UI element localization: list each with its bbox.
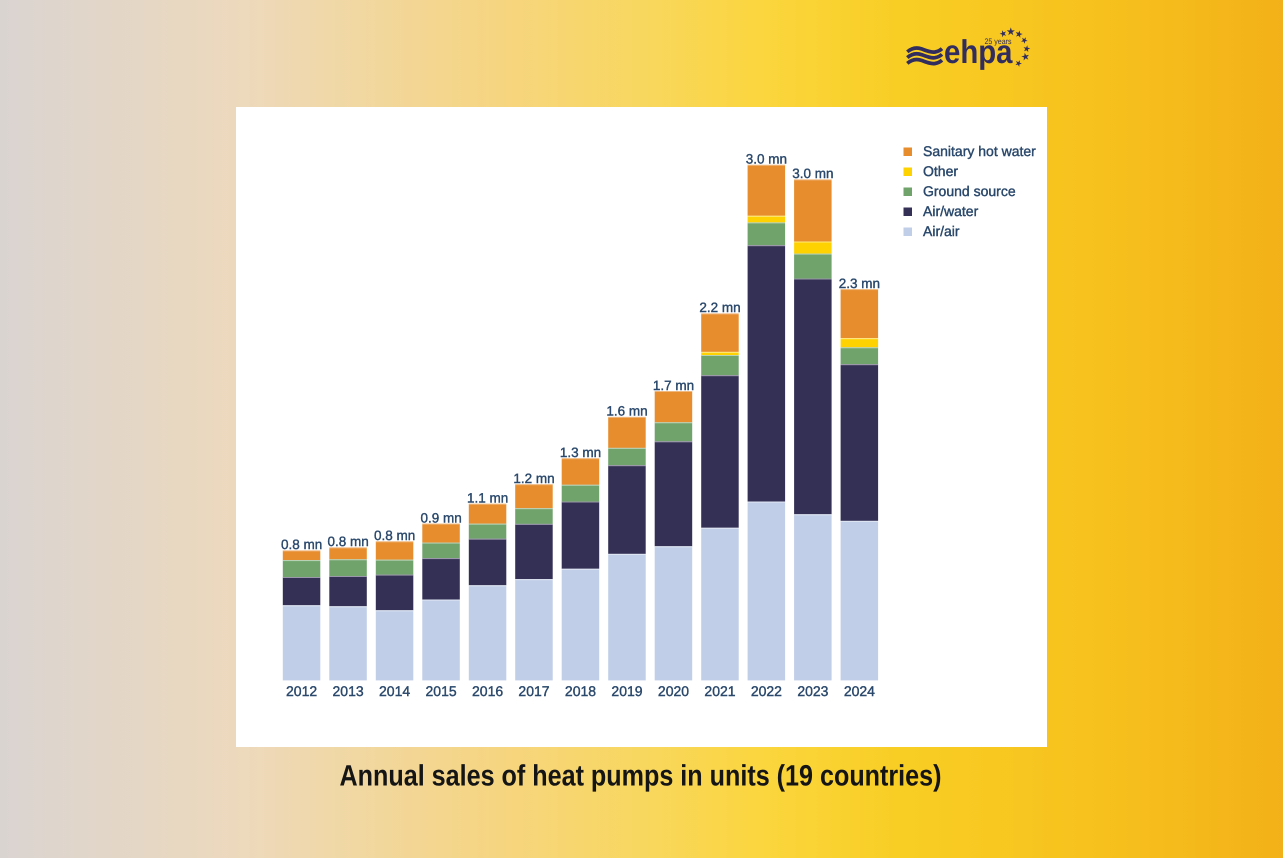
svg-text:2013: 2013 — [333, 683, 364, 699]
svg-text:Other: Other — [923, 163, 958, 179]
svg-text:1.1 mn: 1.1 mn — [467, 491, 508, 506]
svg-text:1.6 mn: 1.6 mn — [606, 404, 647, 419]
svg-text:2.2 mn: 2.2 mn — [699, 300, 740, 315]
svg-text:2021: 2021 — [704, 683, 735, 699]
svg-text:2.3 mn: 2.3 mn — [839, 276, 880, 291]
svg-text:0.8 mn: 0.8 mn — [281, 537, 322, 552]
svg-text:0.8 mn: 0.8 mn — [327, 534, 368, 549]
svg-text:2016: 2016 — [472, 683, 503, 699]
svg-text:Air/water: Air/water — [923, 203, 979, 219]
svg-text:Annual sales of heat pumps in: Annual sales of heat pumps in units (19 … — [340, 760, 942, 793]
svg-text:2012: 2012 — [286, 683, 317, 699]
svg-text:Sanitary hot water: Sanitary hot water — [923, 143, 1036, 159]
svg-text:2019: 2019 — [611, 683, 642, 699]
svg-text:2017: 2017 — [518, 683, 549, 699]
svg-text:1.3 mn: 1.3 mn — [560, 445, 601, 460]
svg-text:1.2 mn: 1.2 mn — [513, 471, 554, 486]
svg-text:1.7 mn: 1.7 mn — [653, 378, 694, 393]
svg-text:2020: 2020 — [658, 683, 689, 699]
svg-text:0.8 mn: 0.8 mn — [374, 528, 415, 543]
svg-text:Air/air: Air/air — [923, 223, 960, 239]
svg-text:3.0 mn: 3.0 mn — [746, 152, 787, 167]
svg-text:2023: 2023 — [797, 683, 828, 699]
svg-text:2018: 2018 — [565, 683, 596, 699]
svg-text:2014: 2014 — [379, 683, 410, 699]
svg-text:Ground source: Ground source — [923, 183, 1016, 199]
svg-text:2024: 2024 — [844, 683, 875, 699]
svg-text:3.0 mn: 3.0 mn — [792, 166, 833, 181]
svg-text:2022: 2022 — [751, 683, 782, 699]
svg-text:2015: 2015 — [426, 683, 457, 699]
svg-text:0.9 mn: 0.9 mn — [420, 510, 461, 525]
svg-text:ehpa: ehpa — [944, 33, 1013, 70]
svg-text:25 years: 25 years — [985, 37, 1012, 46]
